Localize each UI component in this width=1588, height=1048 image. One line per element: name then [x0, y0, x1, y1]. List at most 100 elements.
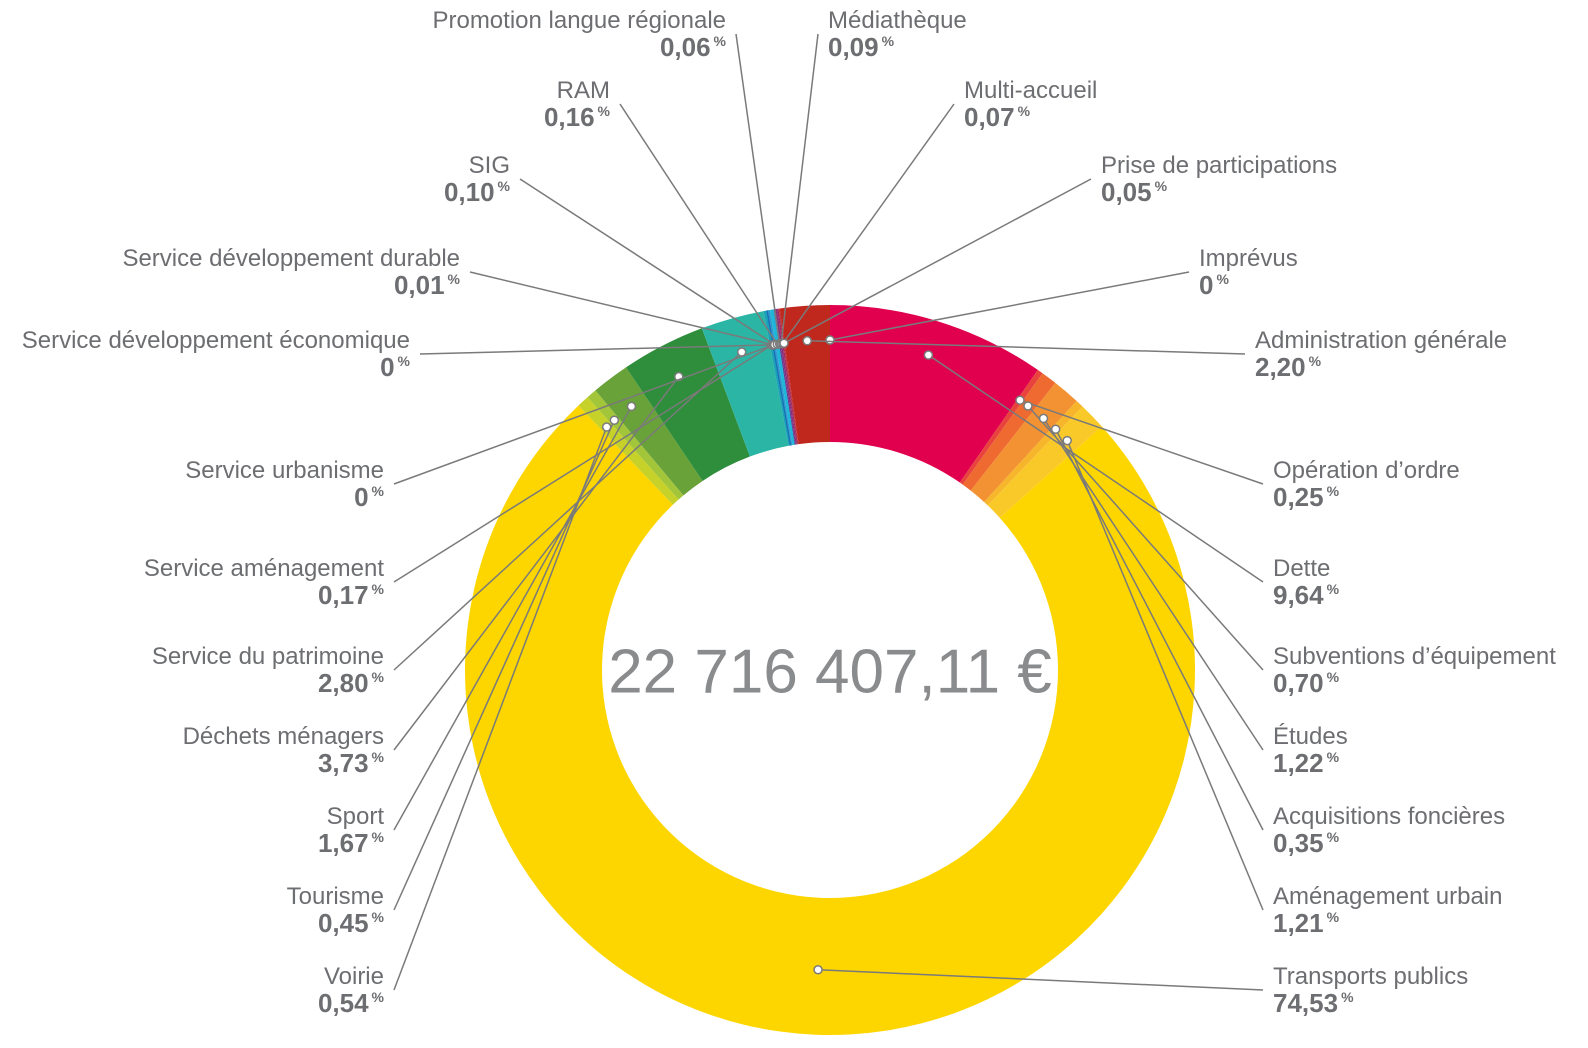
leader-dot — [1062, 435, 1072, 446]
value-unit: % — [372, 669, 385, 685]
leader-dot — [802, 336, 812, 346]
value-label: 2,20% — [1255, 352, 1322, 382]
value-number: 1,67 — [318, 828, 369, 858]
value-label: 0% — [354, 482, 384, 512]
value-number: 74,53 — [1273, 988, 1338, 1018]
value-unit: % — [1018, 103, 1031, 119]
value-label: 1,22% — [1273, 748, 1340, 778]
value-number: 0,70 — [1273, 668, 1324, 698]
category-label: Études — [1273, 723, 1348, 750]
leader-line — [393, 351, 743, 671]
value-number: 3,73 — [318, 748, 369, 778]
leader-line — [469, 271, 774, 346]
category-label: Imprévus — [1199, 245, 1298, 272]
value-unit: % — [372, 909, 385, 925]
value-unit: % — [1327, 581, 1340, 597]
value-unit: % — [372, 483, 385, 499]
slice — [465, 405, 1196, 1036]
leader-line — [393, 406, 633, 831]
leaders — [393, 33, 1264, 991]
value-number: 0 — [1199, 270, 1213, 300]
value-number: 0,54 — [318, 988, 369, 1018]
category-label: Service aménagement — [144, 555, 384, 582]
leader-line — [735, 33, 781, 344]
value-unit: % — [1327, 909, 1340, 925]
value-label: 0% — [380, 352, 410, 382]
value-number: 2,80 — [318, 668, 369, 698]
leader-dot — [1038, 413, 1049, 424]
category-label: Acquisitions foncières — [1273, 803, 1505, 830]
leader-dot — [626, 401, 637, 412]
center-total: 22 716 407,11 € — [608, 637, 1052, 706]
value-unit: % — [1216, 271, 1229, 287]
value-label: 1,67% — [318, 828, 385, 858]
leader-dot — [813, 965, 823, 975]
category-label: Sport — [327, 803, 385, 830]
category-label: RAM — [557, 77, 610, 104]
category-label: Promotion langue régionale — [432, 7, 726, 34]
leader-dot — [825, 335, 835, 345]
category-label: Service urbanisme — [185, 457, 384, 484]
value-unit: % — [714, 33, 727, 49]
value-unit: % — [882, 33, 895, 49]
leader-line — [393, 426, 608, 991]
slice — [625, 328, 750, 481]
category-label: Voirie — [324, 963, 384, 990]
value-unit: % — [372, 581, 385, 597]
value-number: 0,06 — [660, 32, 711, 62]
value-number: 0,25 — [1273, 482, 1324, 512]
value-label: 2,80% — [318, 668, 385, 698]
leader-line — [519, 178, 776, 346]
value-label: 74,53% — [1273, 988, 1354, 1018]
value-unit: % — [372, 829, 385, 845]
value-label: 0,05% — [1101, 177, 1168, 207]
value-unit: % — [398, 353, 411, 369]
value-number: 0 — [380, 352, 394, 382]
value-unit: % — [1327, 483, 1340, 499]
value-unit: % — [1327, 669, 1340, 685]
leader-line — [1019, 399, 1264, 485]
category-label: Opération d’ordre — [1273, 457, 1460, 484]
category-label: Service développement économique — [22, 327, 410, 354]
value-label: 0,35% — [1273, 828, 1340, 858]
value-number: 0 — [354, 482, 368, 512]
value-number: 0,35 — [1273, 828, 1324, 858]
value-number: 0,07 — [964, 102, 1015, 132]
value-unit: % — [598, 103, 611, 119]
category-label: Médiathèque — [828, 7, 967, 34]
value-label: 0,01% — [394, 270, 461, 300]
value-label: 0% — [1199, 270, 1229, 300]
leader-line — [782, 103, 955, 344]
value-number: 0,10 — [444, 177, 495, 207]
value-label: 0,45% — [318, 908, 385, 938]
value-number: 0,09 — [828, 32, 879, 62]
slice — [987, 406, 1102, 518]
value-unit: % — [1309, 353, 1322, 369]
leader-line — [829, 271, 1190, 341]
leader-line — [783, 178, 1092, 344]
slice — [779, 305, 830, 445]
value-unit: % — [1341, 989, 1354, 1005]
value-label: 0,09% — [828, 32, 895, 62]
category-label: Multi-accueil — [964, 77, 1097, 104]
leader-dot — [1023, 401, 1033, 411]
leader-dot — [609, 415, 620, 425]
value-unit: % — [1327, 749, 1340, 765]
value-number: 0,16 — [544, 102, 595, 132]
leader-line — [619, 103, 778, 345]
leader-line — [393, 344, 774, 485]
value-label: 0,16% — [544, 102, 611, 132]
leader-dot — [1050, 424, 1061, 434]
leader-line — [817, 969, 1264, 991]
leader-dot — [1015, 395, 1025, 405]
leader-line — [393, 376, 680, 751]
value-label: 3,73% — [318, 748, 385, 778]
value-unit: % — [498, 178, 511, 194]
category-label: Aménagement urbain — [1273, 883, 1502, 910]
slice — [970, 382, 1077, 502]
leader-line — [393, 344, 773, 583]
value-label: 0,25% — [1273, 482, 1340, 512]
slice — [962, 373, 1056, 491]
